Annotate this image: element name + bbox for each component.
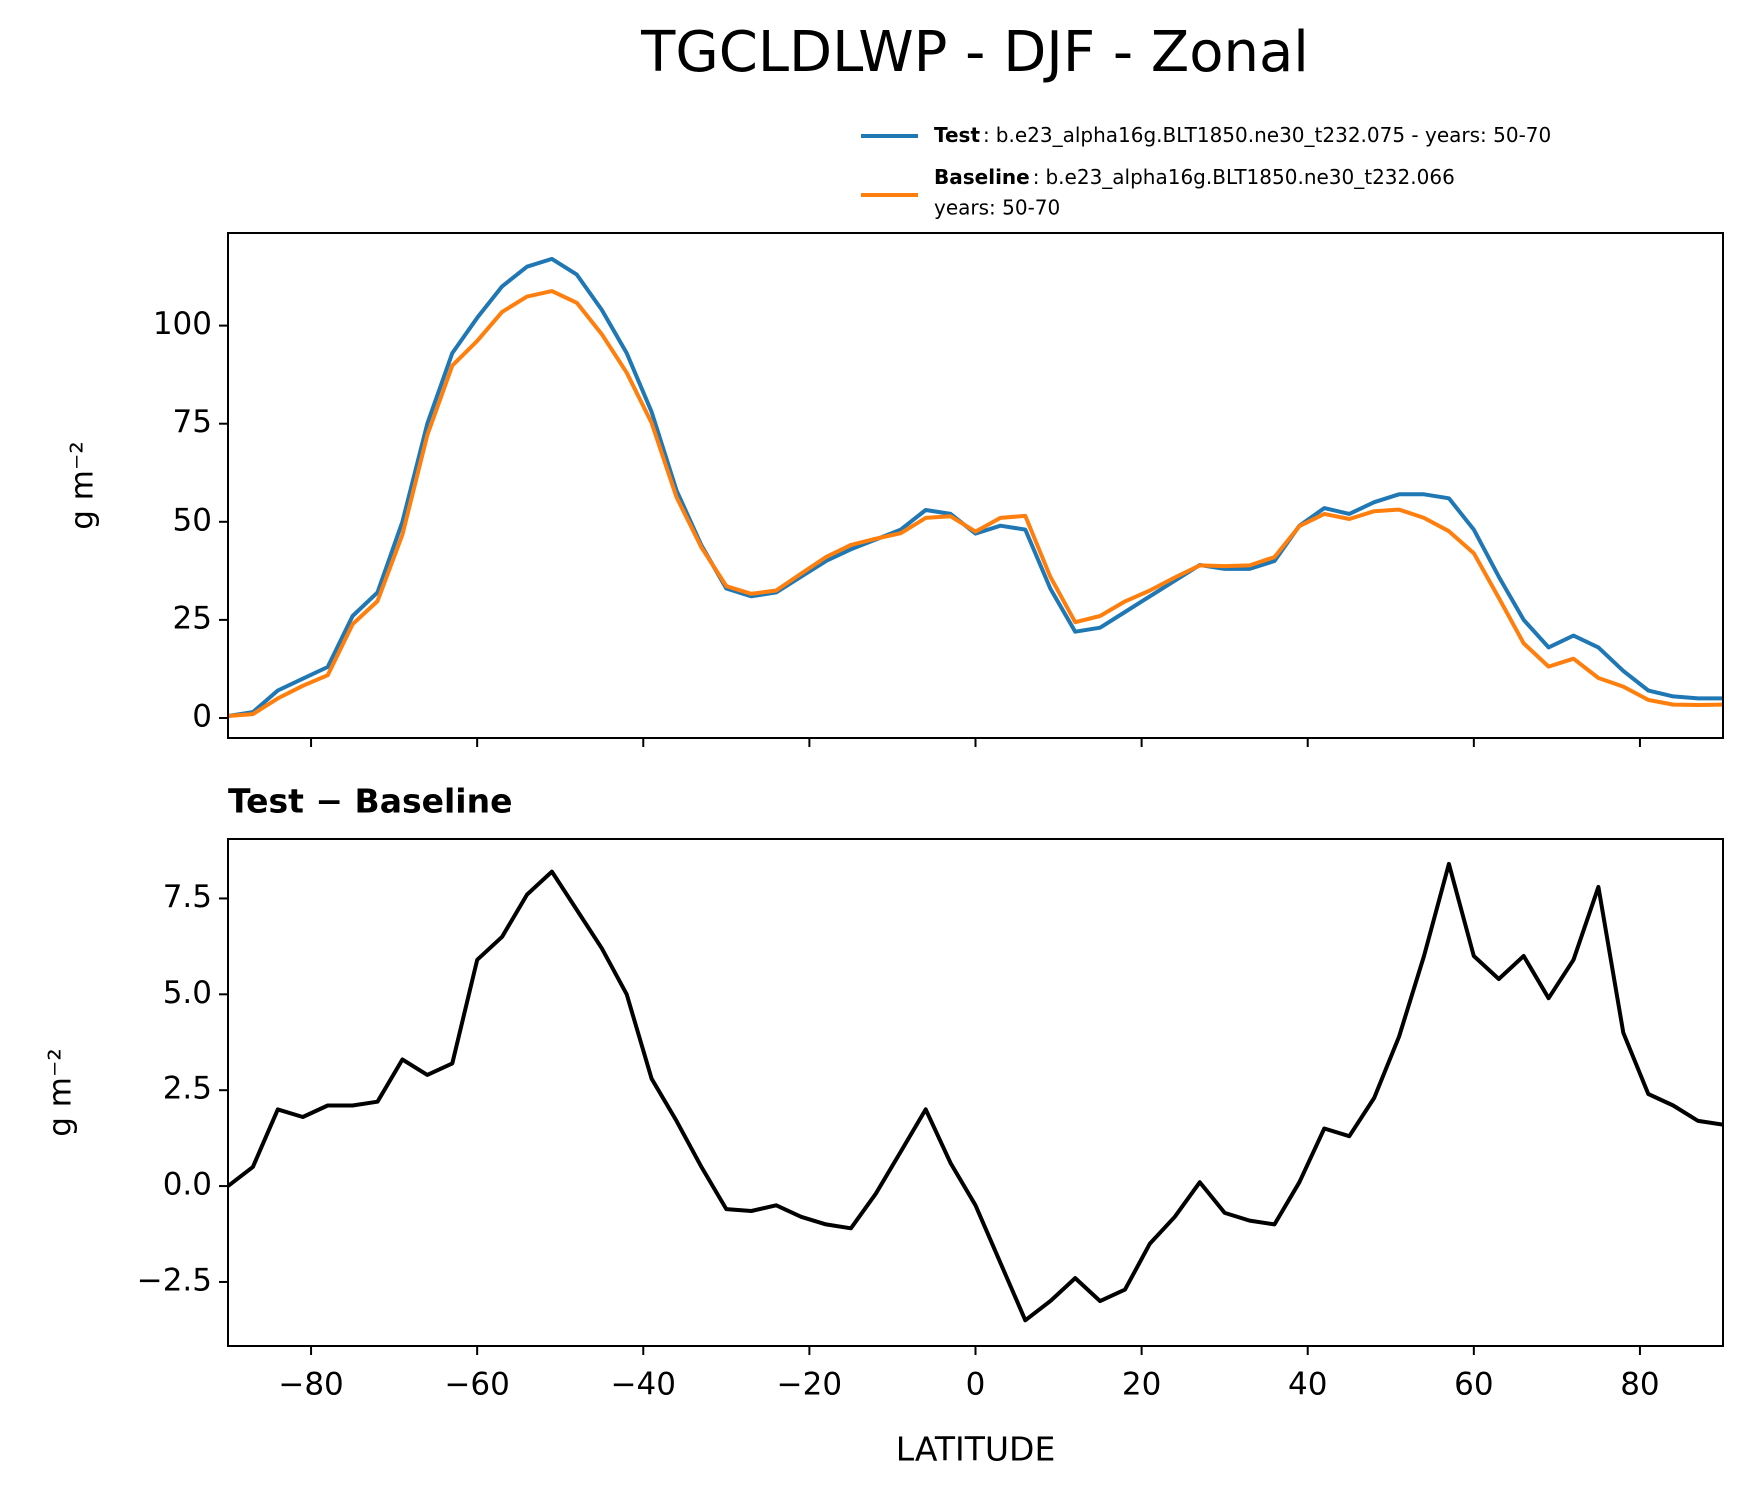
y-tick-label: 50 <box>173 502 212 538</box>
subplot-title: Test − Baseline <box>228 782 513 821</box>
x-tick-label: 40 <box>1288 1367 1327 1403</box>
y-tick-label: −2.5 <box>137 1262 212 1298</box>
data-line <box>228 861 1723 1323</box>
y-tick-label: 5.0 <box>163 975 212 1011</box>
y-tick-label: 100 <box>153 306 212 342</box>
y-tick-label: 25 <box>173 600 212 636</box>
data-line <box>228 289 1723 718</box>
x-tick-label: −60 <box>444 1367 509 1403</box>
y-axis-label: g m⁻² <box>65 441 101 530</box>
x-tick-label: 80 <box>1620 1367 1659 1403</box>
legend-name: Test <box>934 123 980 147</box>
legend-text: years: 50-70 <box>934 196 1060 220</box>
legend-name: Baseline <box>934 165 1030 189</box>
x-tick-label: 0 <box>966 1367 986 1403</box>
figure-title: TGCLDLWP - DJF - Zonal <box>640 20 1309 85</box>
y-tick-label: 2.5 <box>163 1071 212 1107</box>
x-axis-label: LATITUDE <box>896 1430 1056 1469</box>
x-tick-label: −20 <box>777 1367 842 1403</box>
x-tick-label: −80 <box>278 1367 343 1403</box>
axes-frame <box>227 838 1724 1347</box>
plot-area <box>228 861 1723 1323</box>
y-tick-label: 75 <box>173 404 212 440</box>
plot-area <box>228 256 1723 718</box>
x-tick-label: −40 <box>611 1367 676 1403</box>
x-tick-label: 60 <box>1454 1367 1493 1403</box>
legend-sep: : <box>1033 165 1040 189</box>
y-tick-label: 0.0 <box>163 1167 212 1203</box>
y-tick-label: 0 <box>192 698 212 734</box>
legend-text: b.e23_alpha16g.BLT1850.ne30_t232.075 - y… <box>996 123 1552 147</box>
y-axis-label: g m⁻² <box>43 1048 79 1137</box>
axes-frame <box>227 232 1724 739</box>
legend-label: Baseline: b.e23_alpha16g.BLT1850.ne30_t23… <box>934 165 1455 189</box>
data-line <box>228 256 1723 718</box>
legend-text: b.e23_alpha16g.BLT1850.ne30_t232.066 <box>1045 165 1454 189</box>
legend-label: Test: b.e23_alpha16g.BLT1850.ne30_t232.07… <box>934 123 1551 147</box>
y-tick-label: 7.5 <box>163 879 212 915</box>
legend-sep: : <box>983 123 990 147</box>
x-tick-label: 20 <box>1122 1367 1161 1403</box>
